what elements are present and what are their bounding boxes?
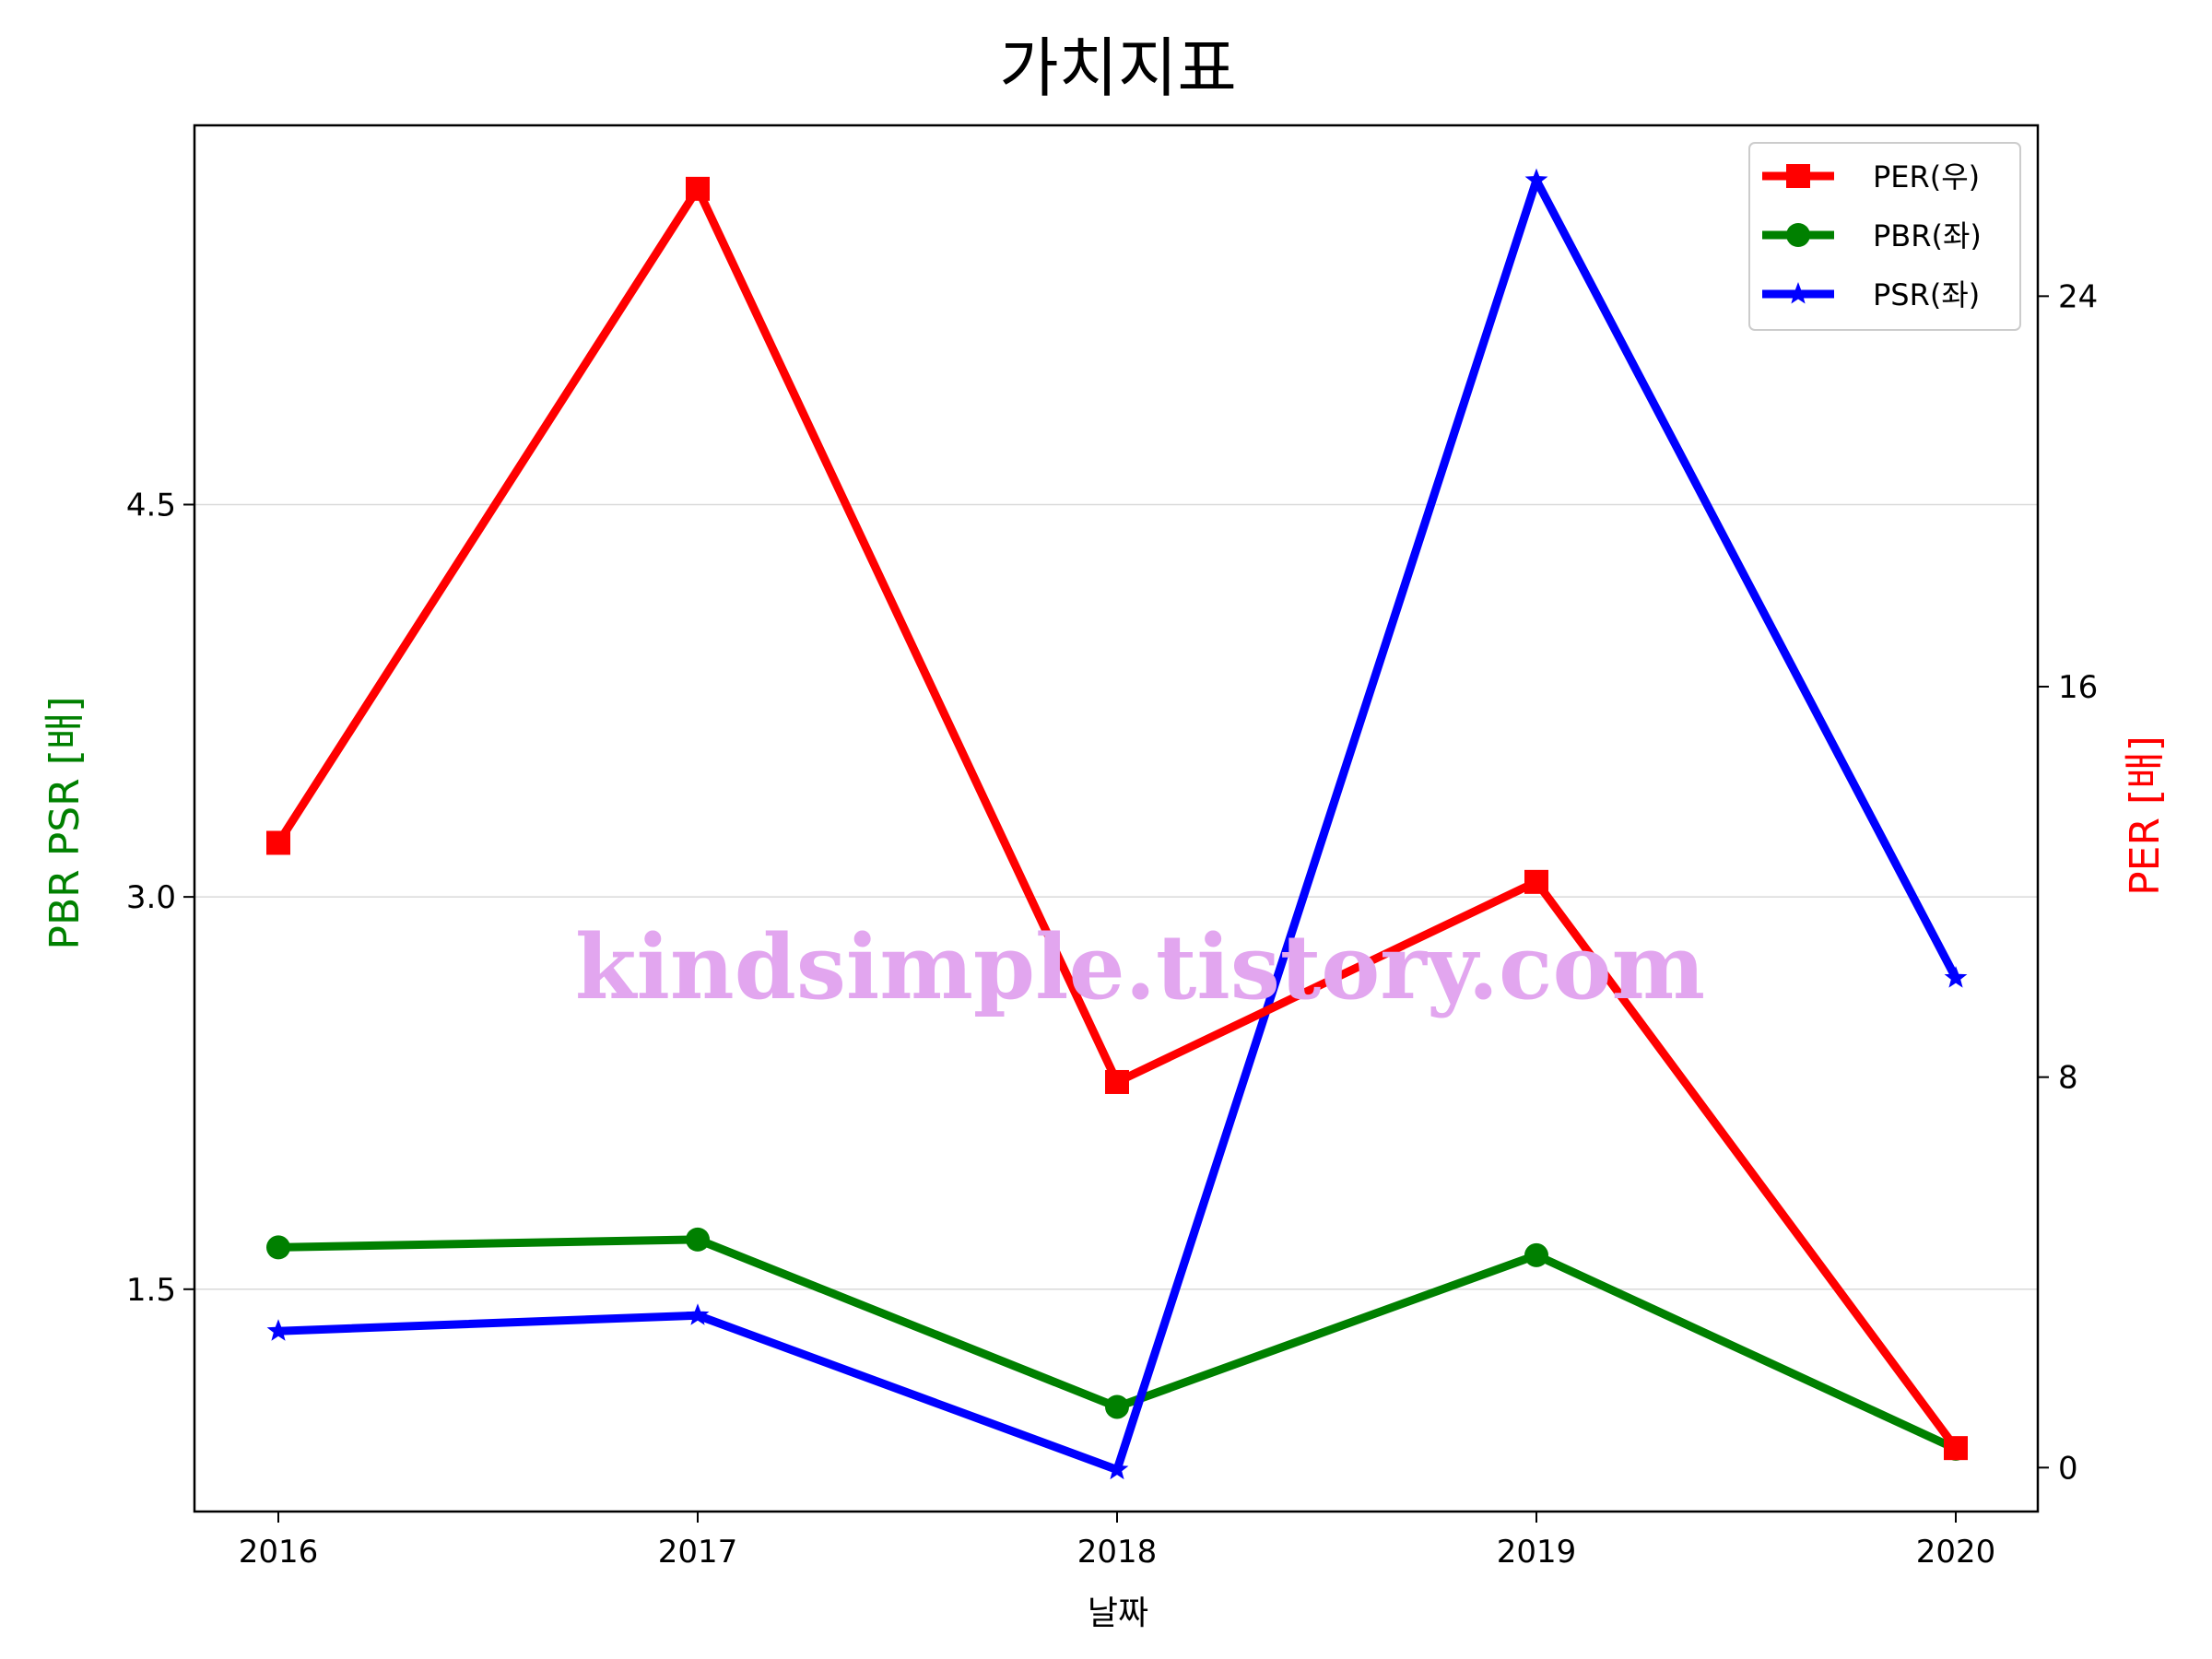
plot-frame bbox=[193, 124, 2040, 1513]
x-tick-label: 2020 bbox=[1916, 1534, 1996, 1571]
data-point-marker bbox=[1105, 1394, 1129, 1419]
series-line bbox=[275, 184, 1959, 1451]
x-tick-label: 2017 bbox=[658, 1534, 738, 1571]
data-point-marker bbox=[686, 1227, 710, 1252]
legend-box bbox=[1748, 142, 2021, 331]
data-point-marker bbox=[266, 830, 290, 855]
left-tick-label: 4.5 bbox=[126, 487, 176, 524]
data-point-marker bbox=[1524, 1242, 1548, 1267]
x-tick-label: 2019 bbox=[1497, 1534, 1577, 1571]
data-point-marker bbox=[1944, 1436, 1968, 1461]
legend-label: PSR(좌) bbox=[1873, 277, 1980, 312]
right-axis-label: PER [배] bbox=[2122, 735, 2169, 896]
left-axis-label: PBR PSR [배] bbox=[41, 696, 88, 949]
x-axis-ticks: 2016 2017 2018 2019 2020 bbox=[239, 1512, 1996, 1571]
data-point-marker bbox=[266, 1235, 290, 1260]
legend: PER(우) PBR(좌) PSR(좌) bbox=[1748, 142, 2021, 331]
data-point-marker bbox=[1944, 966, 1968, 988]
gridlines bbox=[194, 503, 2038, 1290]
x-tick-label: 2016 bbox=[239, 1534, 319, 1571]
x-axis-label: 날짜 bbox=[1088, 1594, 1148, 1632]
series-star bbox=[266, 168, 1968, 1480]
legend-label: PBR(좌) bbox=[1873, 218, 1982, 253]
data-point-marker bbox=[1524, 168, 1548, 191]
watermark: kindsimple.tistory.com bbox=[575, 915, 1705, 1019]
x-tick-label: 2018 bbox=[1077, 1534, 1158, 1571]
left-tick-label: 3.0 bbox=[126, 879, 176, 916]
data-point-marker bbox=[266, 1319, 290, 1341]
data-point-marker bbox=[1105, 1457, 1129, 1480]
series-circle bbox=[266, 1227, 1968, 1461]
chart-title: 가치지표 bbox=[999, 30, 1237, 106]
left-tick-label: 1.5 bbox=[126, 1272, 176, 1309]
right-tick-label: 16 bbox=[2058, 669, 2098, 706]
legend-label: PER(우) bbox=[1873, 159, 1980, 194]
data-point-marker bbox=[686, 176, 710, 201]
right-tick-label: 24 bbox=[2058, 278, 2098, 315]
series-square bbox=[266, 176, 1968, 1461]
series-line bbox=[277, 176, 1959, 1475]
legend-marker bbox=[1786, 223, 1810, 247]
data-point-marker bbox=[1524, 869, 1548, 894]
legend-marker bbox=[1786, 282, 1810, 304]
left-axis-ticks: 1.5 3.0 4.5 bbox=[126, 487, 194, 1309]
right-tick-label: 0 bbox=[2058, 1450, 2078, 1487]
series-group bbox=[266, 168, 1968, 1480]
data-point-marker bbox=[1105, 1069, 1129, 1094]
right-tick-label: 8 bbox=[2058, 1060, 2078, 1097]
legend-marker bbox=[1786, 164, 1810, 188]
right-axis-ticks: 0 8 16 24 bbox=[2038, 278, 2098, 1487]
data-point-marker bbox=[686, 1303, 710, 1325]
